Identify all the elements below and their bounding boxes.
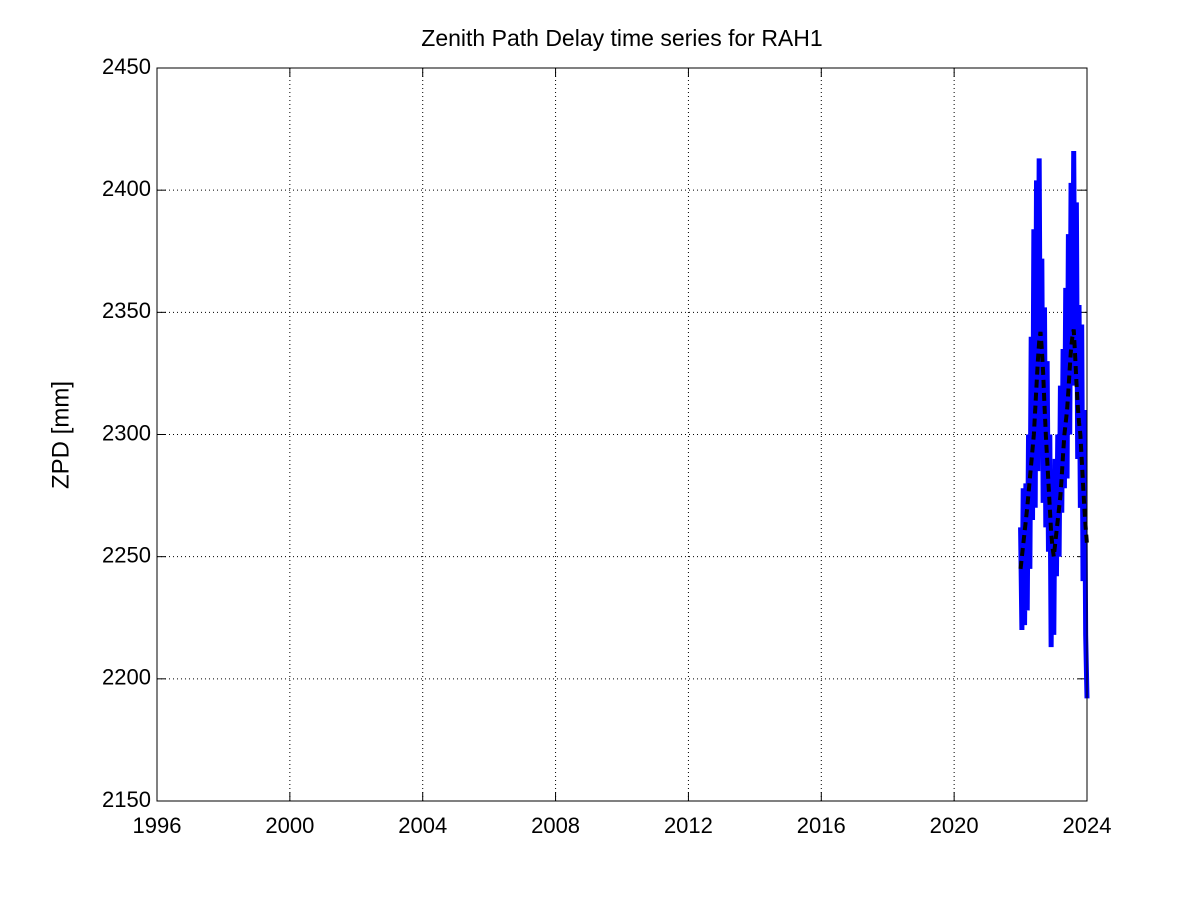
data-line	[1018, 151, 1090, 699]
y-tick-label: 2350	[102, 298, 151, 323]
y-tick-label: 2250	[102, 542, 151, 567]
x-tick-label: 2004	[398, 813, 447, 838]
x-tick-label: 2008	[531, 813, 580, 838]
y-tick-label: 2300	[102, 420, 151, 445]
y-axis-label: ZPD [mm]	[47, 381, 74, 489]
plot-frame	[156, 67, 1088, 802]
y-tick-label: 2200	[102, 665, 151, 690]
x-tick-label: 1996	[133, 813, 182, 838]
y-tick-label: 2400	[102, 176, 151, 201]
x-tick-label: 2024	[1063, 813, 1112, 838]
x-tick-label: 2020	[930, 813, 979, 838]
data-line	[1018, 329, 1089, 570]
chart-title: Zenith Path Delay time series for RAH1	[421, 25, 822, 51]
x-tick-label: 2016	[797, 813, 846, 838]
y-tick-label: 2450	[102, 54, 151, 79]
y-tick-label: 2150	[102, 787, 151, 812]
x-tick-label: 2000	[265, 813, 314, 838]
x-tick-label: 2012	[664, 813, 713, 838]
